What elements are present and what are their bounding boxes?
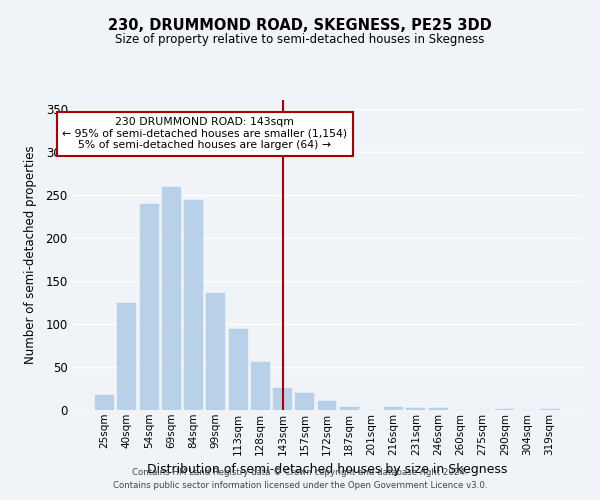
Bar [406,408,425,410]
Bar [429,408,448,410]
X-axis label: Distribution of semi-detached houses by size in Skegness: Distribution of semi-detached houses by … [147,463,507,476]
Bar [118,303,136,410]
Text: 230, DRUMMOND ROAD, SKEGNESS, PE25 3DD: 230, DRUMMOND ROAD, SKEGNESS, PE25 3DD [108,18,492,32]
Bar [251,362,270,410]
Bar [384,408,403,410]
Text: Contains public sector information licensed under the Open Government Licence v3: Contains public sector information licen… [113,482,487,490]
Bar [184,200,203,410]
Bar [295,393,314,410]
Bar [140,204,158,410]
Bar [273,388,292,410]
Bar [496,409,514,410]
Bar [95,396,114,410]
Bar [340,406,359,410]
Bar [540,409,559,410]
Bar [162,187,181,410]
Y-axis label: Number of semi-detached properties: Number of semi-detached properties [24,146,37,364]
Text: Size of property relative to semi-detached houses in Skegness: Size of property relative to semi-detach… [115,32,485,46]
Bar [229,329,248,410]
Text: 230 DRUMMOND ROAD: 143sqm
← 95% of semi-detached houses are smaller (1,154)
5% o: 230 DRUMMOND ROAD: 143sqm ← 95% of semi-… [62,117,347,150]
Bar [317,402,337,410]
Text: Contains HM Land Registry data © Crown copyright and database right 2024.: Contains HM Land Registry data © Crown c… [132,468,468,477]
Bar [206,293,225,410]
